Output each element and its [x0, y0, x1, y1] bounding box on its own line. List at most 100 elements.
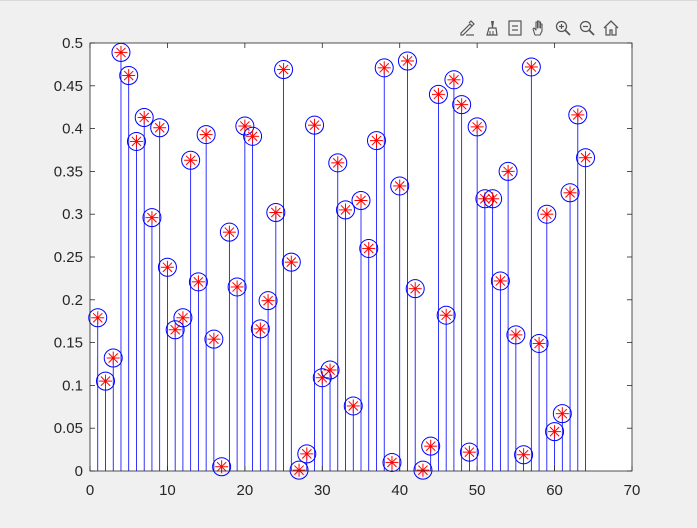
- star-marker: [532, 336, 546, 350]
- star-marker: [98, 374, 112, 388]
- star-marker: [540, 207, 554, 221]
- star-marker: [377, 61, 391, 75]
- data-point: [305, 115, 325, 135]
- star-marker: [509, 328, 523, 342]
- circle-marker: [576, 148, 596, 168]
- circle-marker: [250, 319, 270, 339]
- circle-marker: [173, 308, 193, 328]
- circle-marker: [312, 368, 332, 388]
- data-point: [390, 176, 410, 196]
- star-marker: [199, 128, 213, 142]
- star-marker: [354, 194, 368, 208]
- circle-marker: [289, 460, 309, 480]
- circle-marker: [490, 271, 510, 291]
- data-point: [568, 105, 588, 125]
- data-point: [413, 460, 433, 480]
- circle-marker: [413, 460, 433, 480]
- star-marker: [524, 60, 538, 74]
- data-tips-button[interactable]: [504, 17, 526, 39]
- data-point: [266, 202, 286, 222]
- data-point: [351, 191, 371, 211]
- data-point: [165, 320, 185, 340]
- data-point: [235, 116, 255, 136]
- circle-marker: [467, 117, 487, 137]
- data-point: [88, 308, 108, 328]
- circle-marker: [436, 305, 456, 325]
- star-marker: [400, 54, 414, 68]
- data-point: [560, 183, 580, 203]
- circle-marker: [521, 57, 541, 77]
- data-point: [134, 107, 154, 127]
- circle-marker: [142, 208, 162, 228]
- x-tick-label: 70: [624, 482, 641, 499]
- x-axis: 0 10 20 30 40 50 60 70: [86, 43, 641, 499]
- data-point: [521, 57, 541, 77]
- circle-marker: [212, 457, 232, 477]
- data-point: [490, 271, 510, 291]
- star-marker: [168, 323, 182, 337]
- star-marker: [424, 439, 438, 453]
- star-marker: [385, 455, 399, 469]
- data-point: [181, 150, 201, 170]
- data-point: [397, 51, 417, 71]
- star-marker: [137, 110, 151, 124]
- star-marker: [284, 255, 298, 269]
- window-top-border: [0, 0, 697, 1]
- star-marker: [555, 407, 569, 421]
- zoom-out-button[interactable]: [576, 17, 598, 39]
- y-tick-label: 0.5: [62, 35, 83, 52]
- data-point: [359, 238, 379, 258]
- pan-button[interactable]: [528, 17, 550, 39]
- circle-marker: [204, 329, 224, 349]
- data-point: [336, 200, 356, 220]
- star-marker: [261, 294, 275, 308]
- data-point: [421, 436, 441, 456]
- y-tick-label: 0.4: [62, 121, 83, 138]
- home-button[interactable]: [600, 17, 622, 39]
- data-point: [444, 70, 464, 90]
- circle-marker: [498, 161, 518, 181]
- star-marker: [339, 203, 353, 217]
- pan-icon: [532, 20, 543, 36]
- data-point: [483, 189, 503, 209]
- circle-marker: [552, 404, 572, 424]
- circle-marker: [103, 348, 123, 368]
- star-marker: [323, 363, 337, 377]
- circle-marker: [243, 126, 263, 146]
- circle-marker: [305, 115, 325, 135]
- circle-marker: [506, 325, 526, 345]
- data-point: [537, 204, 557, 224]
- data-point: [506, 325, 526, 345]
- brush-button[interactable]: [480, 17, 502, 39]
- y-tick-label: 0.25: [54, 249, 83, 266]
- data-point: [452, 95, 472, 115]
- data-point: [119, 66, 139, 86]
- circle-marker: [343, 396, 363, 416]
- star-marker: [145, 211, 159, 225]
- star-marker: [447, 73, 461, 87]
- zoom-in-button[interactable]: [552, 17, 574, 39]
- star-marker: [393, 179, 407, 193]
- circle-marker: [150, 118, 170, 138]
- edit-plot-button[interactable]: [456, 17, 478, 39]
- star-marker: [91, 311, 105, 325]
- data-point: [343, 396, 363, 416]
- star-marker: [571, 108, 585, 122]
- data-point: [576, 148, 596, 168]
- circle-marker: [111, 42, 131, 62]
- circle-marker: [405, 279, 425, 299]
- circle-marker: [568, 105, 588, 125]
- data-point: [552, 404, 572, 424]
- y-tick-label: 0.15: [54, 335, 83, 352]
- star-marker: [416, 463, 430, 477]
- data-point: [459, 442, 479, 462]
- x-tick-label: 60: [546, 482, 563, 499]
- data-point: [95, 371, 115, 391]
- y-tick-label: 0.05: [54, 420, 83, 437]
- circle-marker: [537, 204, 557, 224]
- circle-marker: [374, 58, 394, 78]
- data-point: [281, 252, 301, 272]
- data-point: [243, 126, 263, 146]
- star-marker: [222, 225, 236, 239]
